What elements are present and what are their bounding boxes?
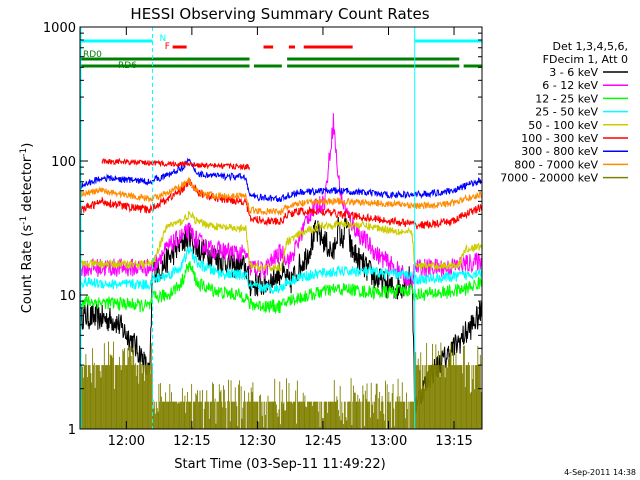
timestamp: 4-Sep-2011 14:38 (564, 468, 636, 477)
series-layer (79, 113, 483, 429)
legend-label: 25 - 50 keV (535, 106, 598, 119)
night-flag-label: N (160, 34, 167, 44)
y-tick-label: 1 (68, 423, 76, 438)
legend-label: 3 - 6 keV (549, 66, 598, 79)
x-axis: 12:00 12:15 12:30 12:45 13:00 13:15 (108, 27, 473, 449)
x-tick-label: 12:00 (108, 434, 145, 449)
y-axis-label-suffix: ) (20, 143, 35, 148)
legend-header-line2: FDecim 1, Att 0 (543, 53, 628, 66)
series-7000-20000-kev (79, 341, 483, 429)
legend: Det 1,3,4,5,6, FDecim 1, Att 0 3 - 6 keV… (500, 40, 628, 185)
x-axis-label: Start Time (03-Sep-11 11:49:22) (174, 457, 385, 472)
chart-title: HESSI Observing Summary Count Rates (130, 5, 429, 23)
y-axis-label-sup1: -1 (19, 216, 29, 225)
y-axis-label: Count Rate (s-1 detector-1) (19, 143, 35, 314)
legend-label: 100 - 300 keV (521, 132, 598, 145)
series-extra (101, 157, 250, 171)
x-tick-label: 12:45 (304, 434, 341, 449)
legend-label: 800 - 7000 keV (514, 158, 598, 171)
y-tick-label: 100 (51, 155, 76, 170)
y-tick-label: 1000 (43, 21, 76, 36)
y-axis-label-mid: detector (20, 156, 35, 216)
legend-label: 12 - 25 keV (535, 92, 598, 105)
plot-frame (79, 26, 483, 430)
rd6-label: RD6 (118, 61, 137, 71)
y-axis-label-prefix: Count Rate (s (20, 225, 35, 314)
x-tick-label: 13:15 (435, 434, 472, 449)
legend-label: 50 - 100 keV (528, 119, 598, 132)
rd0-label: RD0 (83, 50, 102, 60)
legend-header-line1: Det 1,3,4,5,6, (552, 40, 628, 53)
x-tick-label: 12:15 (173, 434, 210, 449)
legend-label: 7000 - 20000 keV (500, 172, 598, 185)
flare-flag-label: F (165, 42, 170, 52)
legend-label: 300 - 800 keV (521, 145, 598, 158)
x-tick-label: 12:30 (239, 434, 276, 449)
y-axis: 1 10 100 1000 (43, 21, 482, 438)
observing-flags: NF RD0 RD6 (80, 34, 482, 71)
y-axis-label-sup2: -1 (19, 148, 29, 157)
x-tick-label: 13:00 (370, 434, 407, 449)
legend-label: 6 - 12 keV (542, 79, 598, 92)
y-tick-label: 10 (59, 289, 76, 304)
